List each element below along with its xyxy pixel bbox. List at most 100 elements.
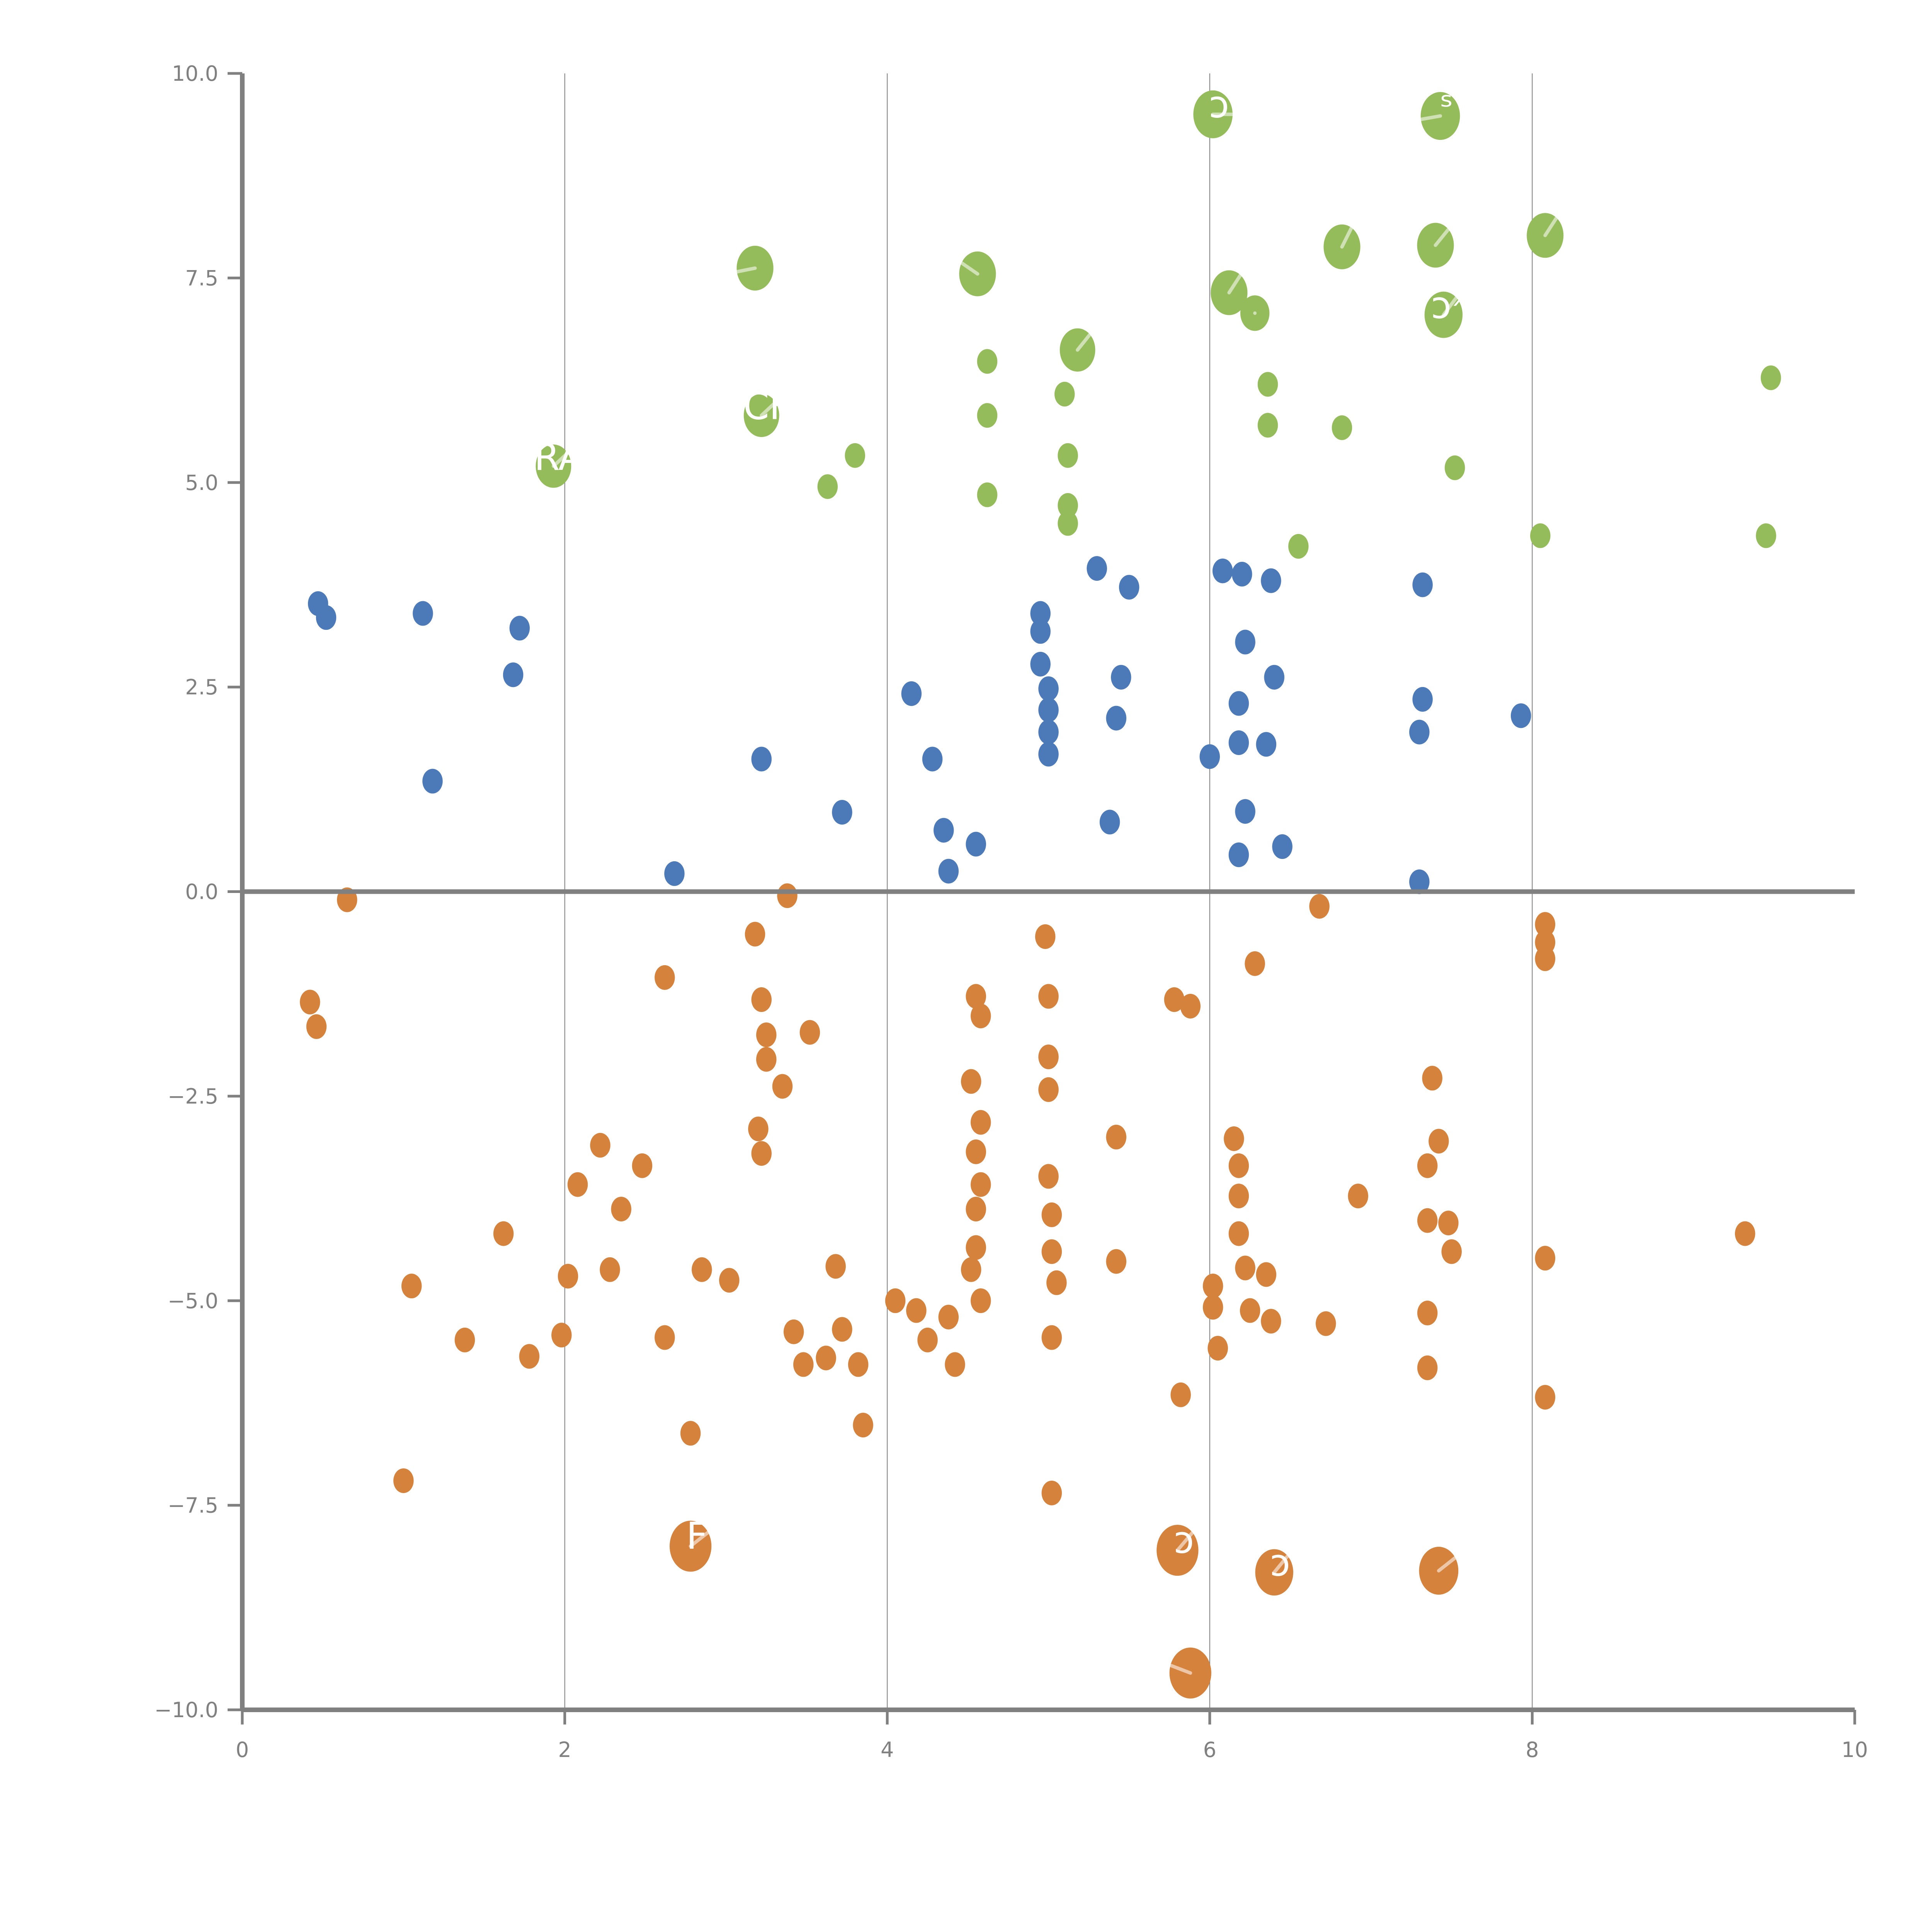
data-point-orange[interactable]: [756, 1047, 777, 1072]
data-point-blue[interactable]: [503, 662, 524, 687]
data-point-orange[interactable]: [1106, 1124, 1127, 1150]
data-point-orange[interactable]: [961, 1257, 981, 1282]
data-point-orange[interactable]: [567, 1172, 588, 1197]
data-point-blue[interactable]: [1030, 619, 1051, 644]
data-point-orange[interactable]: [1041, 1325, 1062, 1350]
data-point-green[interactable]: [977, 349, 998, 374]
data-point-blue[interactable]: [1412, 572, 1433, 597]
data-point-orange[interactable]: [966, 984, 986, 1009]
data-point-blue[interactable]: [1228, 842, 1249, 867]
data-point-blue[interactable]: [413, 601, 433, 626]
data-point-orange[interactable]: [1245, 951, 1265, 976]
data-point-blue[interactable]: [1030, 601, 1051, 626]
data-point-blue[interactable]: [509, 616, 530, 641]
data-point-orange[interactable]: [1417, 1208, 1438, 1233]
data-point-orange[interactable]: [799, 1020, 820, 1045]
data-point-orange[interactable]: [1170, 1382, 1191, 1407]
data-point-orange[interactable]: [816, 1345, 836, 1371]
data-point-orange[interactable]: [853, 1413, 873, 1438]
data-point-orange[interactable]: [970, 1288, 991, 1313]
data-point-blue[interactable]: [1232, 561, 1252, 587]
data-point-orange[interactable]: [772, 1074, 793, 1099]
data-point-blue[interactable]: [1212, 558, 1233, 583]
data-point-orange[interactable]: [938, 1304, 959, 1330]
data-point-orange[interactable]: [945, 1352, 965, 1377]
data-point-orange[interactable]: [756, 1022, 777, 1048]
data-point-orange[interactable]: [1429, 1129, 1449, 1154]
data-point-blue[interactable]: [316, 605, 337, 630]
data-point-orange[interactable]: [1438, 1211, 1459, 1236]
data-point-blue[interactable]: [901, 681, 922, 706]
data-point-orange[interactable]: [966, 1139, 986, 1164]
data-point-blue[interactable]: [751, 747, 772, 772]
data-point-orange[interactable]: [1261, 1309, 1281, 1334]
data-point-blue[interactable]: [422, 769, 443, 794]
data-point-orange[interactable]: [793, 1352, 814, 1377]
data-point-orange[interactable]: [1038, 984, 1059, 1009]
data-point-orange[interactable]: [1180, 993, 1201, 1019]
data-point-green[interactable]: [1054, 382, 1075, 407]
data-point-orange[interactable]: [1535, 946, 1556, 971]
data-point-green[interactable]: [1530, 523, 1551, 548]
data-point-orange[interactable]: [1208, 1336, 1228, 1361]
data-point-blue[interactable]: [1106, 706, 1127, 731]
data-point-blue[interactable]: [966, 832, 986, 857]
data-point-blue[interactable]: [1256, 732, 1277, 757]
data-point-orange[interactable]: [558, 1264, 578, 1289]
data-point-green[interactable]: [1756, 523, 1776, 548]
data-point-orange[interactable]: [611, 1197, 631, 1222]
data-point-orange[interactable]: [1256, 1262, 1277, 1287]
data-point-blue[interactable]: [934, 818, 954, 843]
data-point-orange[interactable]: [1535, 1385, 1556, 1410]
data-point-orange[interactable]: [970, 1003, 991, 1029]
data-point-orange[interactable]: [1535, 1246, 1556, 1271]
data-point-orange[interactable]: [825, 1254, 846, 1279]
data-point-orange[interactable]: [1417, 1355, 1438, 1380]
data-point-orange[interactable]: [885, 1288, 906, 1313]
data-point-blue[interactable]: [1038, 719, 1059, 745]
data-point-blue[interactable]: [1264, 665, 1284, 690]
data-point-green[interactable]: [977, 482, 998, 507]
data-point-orange[interactable]: [1106, 1249, 1127, 1274]
data-point-orange[interactable]: [1228, 1184, 1249, 1209]
data-point-blue[interactable]: [938, 859, 959, 884]
data-point-orange[interactable]: [519, 1344, 540, 1369]
data-point-orange[interactable]: [751, 987, 772, 1012]
data-point-orange[interactable]: [917, 1327, 938, 1352]
data-point-orange[interactable]: [306, 1014, 327, 1039]
data-point-green[interactable]: [1444, 455, 1465, 480]
data-point-orange[interactable]: [1228, 1153, 1249, 1178]
data-point-blue[interactable]: [1087, 556, 1107, 581]
data-point-orange[interactable]: [1235, 1255, 1255, 1281]
data-point-blue[interactable]: [1038, 697, 1059, 723]
data-point-blue[interactable]: [1199, 744, 1220, 769]
data-point-orange[interactable]: [1041, 1239, 1062, 1264]
data-point-orange[interactable]: [745, 922, 765, 947]
data-point-blue[interactable]: [1235, 629, 1255, 655]
data-point-blue[interactable]: [1228, 691, 1249, 716]
data-point-blue[interactable]: [664, 861, 685, 886]
data-point-blue[interactable]: [1119, 575, 1139, 600]
data-point-orange[interactable]: [1417, 1153, 1438, 1178]
data-point-orange[interactable]: [300, 990, 320, 1015]
data-point-orange[interactable]: [551, 1323, 572, 1348]
data-point-blue[interactable]: [1272, 834, 1293, 859]
data-point-blue[interactable]: [1235, 799, 1255, 824]
data-point-blue[interactable]: [1409, 719, 1430, 745]
data-point-orange[interactable]: [777, 883, 798, 908]
data-point-green[interactable]: [1058, 511, 1078, 536]
data-point-blue[interactable]: [1228, 730, 1249, 755]
data-point-orange[interactable]: [590, 1133, 611, 1158]
data-point-orange[interactable]: [1046, 1270, 1067, 1295]
data-point-orange[interactable]: [1417, 1301, 1438, 1326]
data-point-orange[interactable]: [655, 965, 675, 990]
data-point-blue[interactable]: [1409, 869, 1430, 895]
data-point-blue[interactable]: [1261, 568, 1281, 593]
data-point-green[interactable]: [1257, 372, 1278, 397]
data-point-orange[interactable]: [632, 1153, 653, 1178]
data-point-green[interactable]: [1058, 493, 1078, 518]
data-point-orange[interactable]: [1348, 1184, 1368, 1209]
data-point-orange[interactable]: [719, 1268, 740, 1293]
data-point-orange[interactable]: [1038, 1077, 1059, 1102]
data-point-orange[interactable]: [692, 1257, 712, 1282]
